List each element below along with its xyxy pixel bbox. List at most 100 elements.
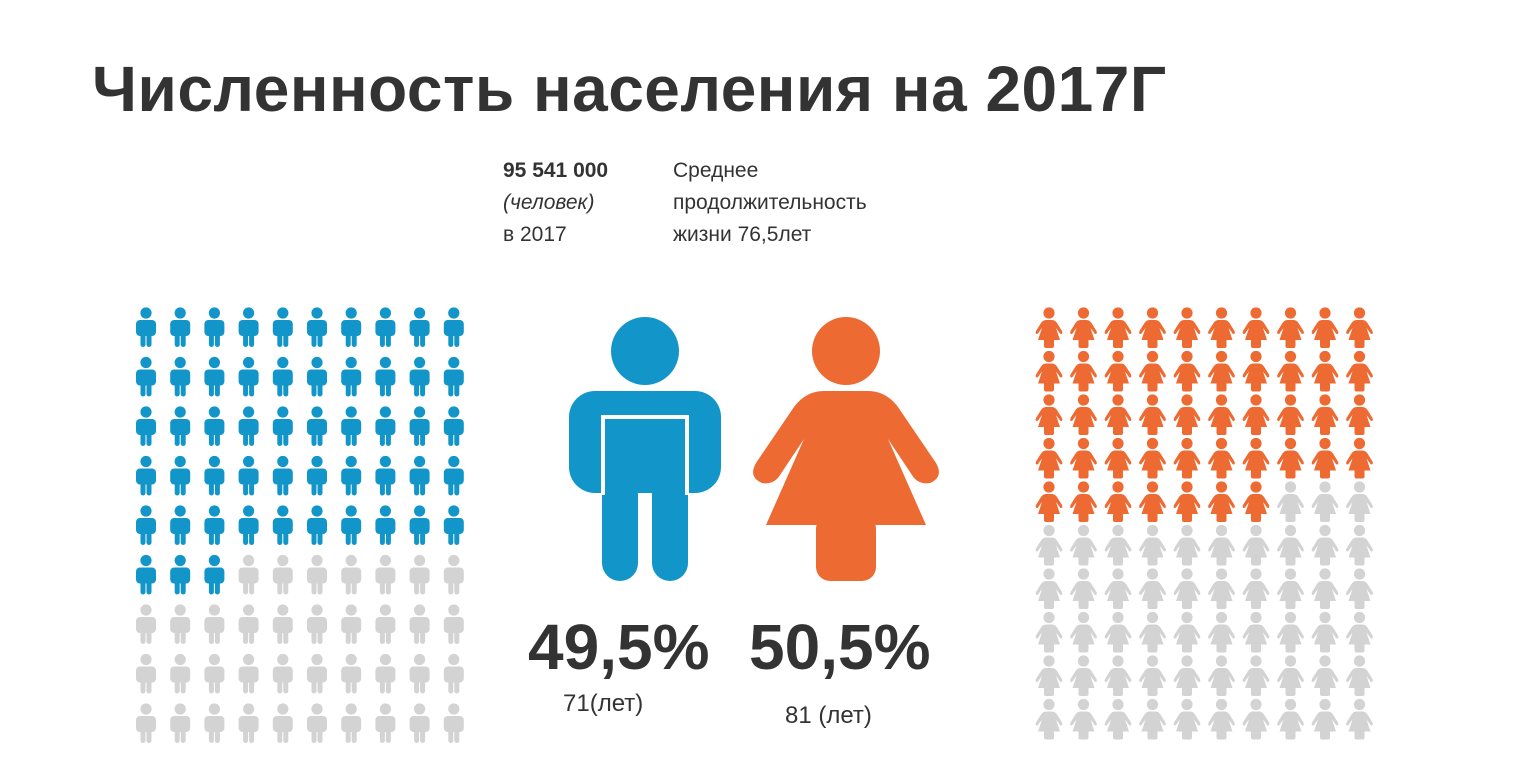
grid-female-person-icon-filled: [1242, 307, 1270, 348]
grid-female-person-icon-empty: [1070, 524, 1097, 566]
population-stat: 95 541 000 (человек) в 2017: [503, 155, 608, 251]
grid-female-person-icon-empty: [1139, 698, 1166, 740]
grid-male-person-icon-filled: [443, 406, 464, 446]
grid-male-person-icon-filled: [443, 307, 464, 347]
grid-female-person-icon-filled: [1139, 394, 1166, 435]
grid-male-person-icon-filled: [170, 455, 191, 496]
grid-male-person-icon-empty: [136, 604, 156, 644]
grid-female-person-icon-filled: [1346, 437, 1373, 479]
female-person-icon: [753, 317, 939, 581]
grid-female-person-icon-filled: [1104, 394, 1132, 435]
grid-male-person-icon-filled: [136, 406, 156, 446]
grid-female-person-icon-filled: [1070, 437, 1097, 479]
grid-female-person-icon-filled: [1277, 350, 1304, 392]
grid-female-person-icon-empty: [1346, 655, 1373, 696]
grid-male-person-icon-filled: [443, 455, 464, 496]
grid-male-person-icon-filled: [238, 505, 259, 545]
grid-male-person-icon-empty: [238, 653, 259, 694]
grid-female-person-icon-filled: [1208, 394, 1235, 435]
grid-female-person-icon-empty: [1277, 655, 1304, 696]
grid-male-person-icon-empty: [375, 703, 396, 743]
grid-male-person-icon-filled: [272, 307, 293, 347]
grid-female-person-icon-empty: [1311, 655, 1339, 696]
grid-male-person-icon-empty: [307, 604, 327, 644]
grid-male-person-icon-filled: [136, 455, 156, 496]
grid-female-person-icon-empty: [1139, 524, 1166, 566]
grid-female-person-icon-empty: [1277, 568, 1304, 609]
grid-female-person-icon-empty: [1173, 655, 1201, 696]
grid-male-person-icon-filled: [204, 406, 225, 446]
grid-female-person-icon-empty: [1173, 524, 1201, 566]
male-icon-grid: [136, 307, 464, 743]
grid-female-person-icon-empty: [1208, 611, 1235, 653]
grid-male-person-icon-empty: [204, 653, 225, 694]
grid-male-person-icon-empty: [341, 703, 362, 743]
grid-female-person-icon-filled: [1173, 307, 1201, 348]
grid-male-person-icon-filled: [375, 307, 396, 347]
grid-male-person-icon-empty: [307, 653, 327, 694]
grid-female-person-icon-filled: [1346, 307, 1373, 348]
grid-female-person-icon-empty: [1104, 611, 1132, 653]
grid-female-person-icon-filled: [1139, 350, 1166, 392]
grid-female-person-icon-empty: [1035, 568, 1063, 609]
grid-female-person-icon-empty: [1070, 698, 1097, 740]
grid-female-person-icon-empty: [1139, 611, 1166, 653]
grid-female-person-icon-empty: [1104, 698, 1132, 740]
grid-male-person-icon-empty: [170, 604, 191, 644]
grid-male-person-icon-empty: [272, 703, 293, 743]
grid-male-person-icon-filled: [443, 505, 464, 545]
grid-female-person-icon-filled: [1035, 437, 1063, 479]
grid-male-person-icon-empty: [341, 604, 362, 644]
grid-female-person-icon-empty: [1173, 611, 1201, 653]
grid-female-person-icon-empty: [1277, 611, 1304, 653]
lifespan-line-2: продолжительность: [673, 191, 867, 214]
grid-male-person-icon-empty: [409, 653, 430, 694]
grid-male-person-icon-empty: [204, 604, 225, 644]
grid-female-person-icon-empty: [1346, 524, 1373, 566]
page-title: Численность населения на 2017Г: [92, 53, 1167, 125]
grid-male-person-icon-filled: [409, 307, 430, 347]
male-life-expectancy: 71(лет): [563, 690, 644, 717]
grid-female-person-icon-empty: [1277, 481, 1304, 522]
grid-female-person-icon-empty: [1070, 568, 1097, 609]
grid-male-person-icon-filled: [136, 505, 156, 545]
grid-male-person-icon-empty: [341, 653, 362, 694]
grid-female-person-icon-empty: [1139, 655, 1166, 696]
grid-female-person-icon-empty: [1208, 655, 1235, 696]
grid-female-person-icon-filled: [1208, 437, 1235, 479]
grid-female-person-icon-filled: [1242, 394, 1270, 435]
grid-female-person-icon-filled: [1070, 350, 1097, 392]
grid-female-person-icon-empty: [1208, 568, 1235, 609]
grid-female-person-icon-filled: [1035, 481, 1063, 522]
grid-male-person-icon-empty: [204, 703, 225, 743]
grid-male-person-icon-filled: [238, 406, 259, 446]
grid-male-person-icon-filled: [238, 307, 259, 347]
grid-female-person-icon-empty: [1311, 481, 1339, 522]
grid-female-person-icon-empty: [1070, 611, 1097, 653]
grid-female-person-icon-filled: [1104, 481, 1132, 522]
grid-female-person-icon-filled: [1311, 437, 1339, 479]
male-percent: 49,5%: [528, 611, 710, 683]
grid-male-person-icon-filled: [204, 505, 225, 545]
grid-male-person-icon-filled: [204, 455, 225, 496]
grid-female-person-icon-empty: [1035, 524, 1063, 566]
grid-female-person-icon-filled: [1208, 307, 1235, 348]
grid-male-person-icon-filled: [341, 455, 362, 496]
grid-male-person-icon-filled: [272, 356, 293, 397]
grid-female-person-icon-filled: [1173, 394, 1201, 435]
grid-male-person-icon-filled: [204, 356, 225, 397]
lifespan-line-1: Среднее: [673, 159, 759, 182]
population-number: 95 541 000: [503, 159, 609, 182]
grid-female-person-icon-filled: [1208, 481, 1235, 522]
grid-female-person-icon-filled: [1173, 437, 1201, 479]
grid-male-person-icon-filled: [341, 406, 362, 446]
grid-female-person-icon-empty: [1104, 655, 1132, 696]
grid-female-person-icon-empty: [1346, 698, 1373, 740]
grid-male-person-icon-empty: [443, 703, 464, 743]
male-person-icon: [569, 317, 721, 581]
grid-male-person-icon-filled: [204, 554, 225, 595]
grid-female-person-icon-filled: [1277, 394, 1304, 435]
grid-male-person-icon-empty: [409, 703, 430, 743]
grid-female-person-icon-filled: [1173, 350, 1201, 392]
grid-male-person-icon-filled: [170, 554, 191, 595]
